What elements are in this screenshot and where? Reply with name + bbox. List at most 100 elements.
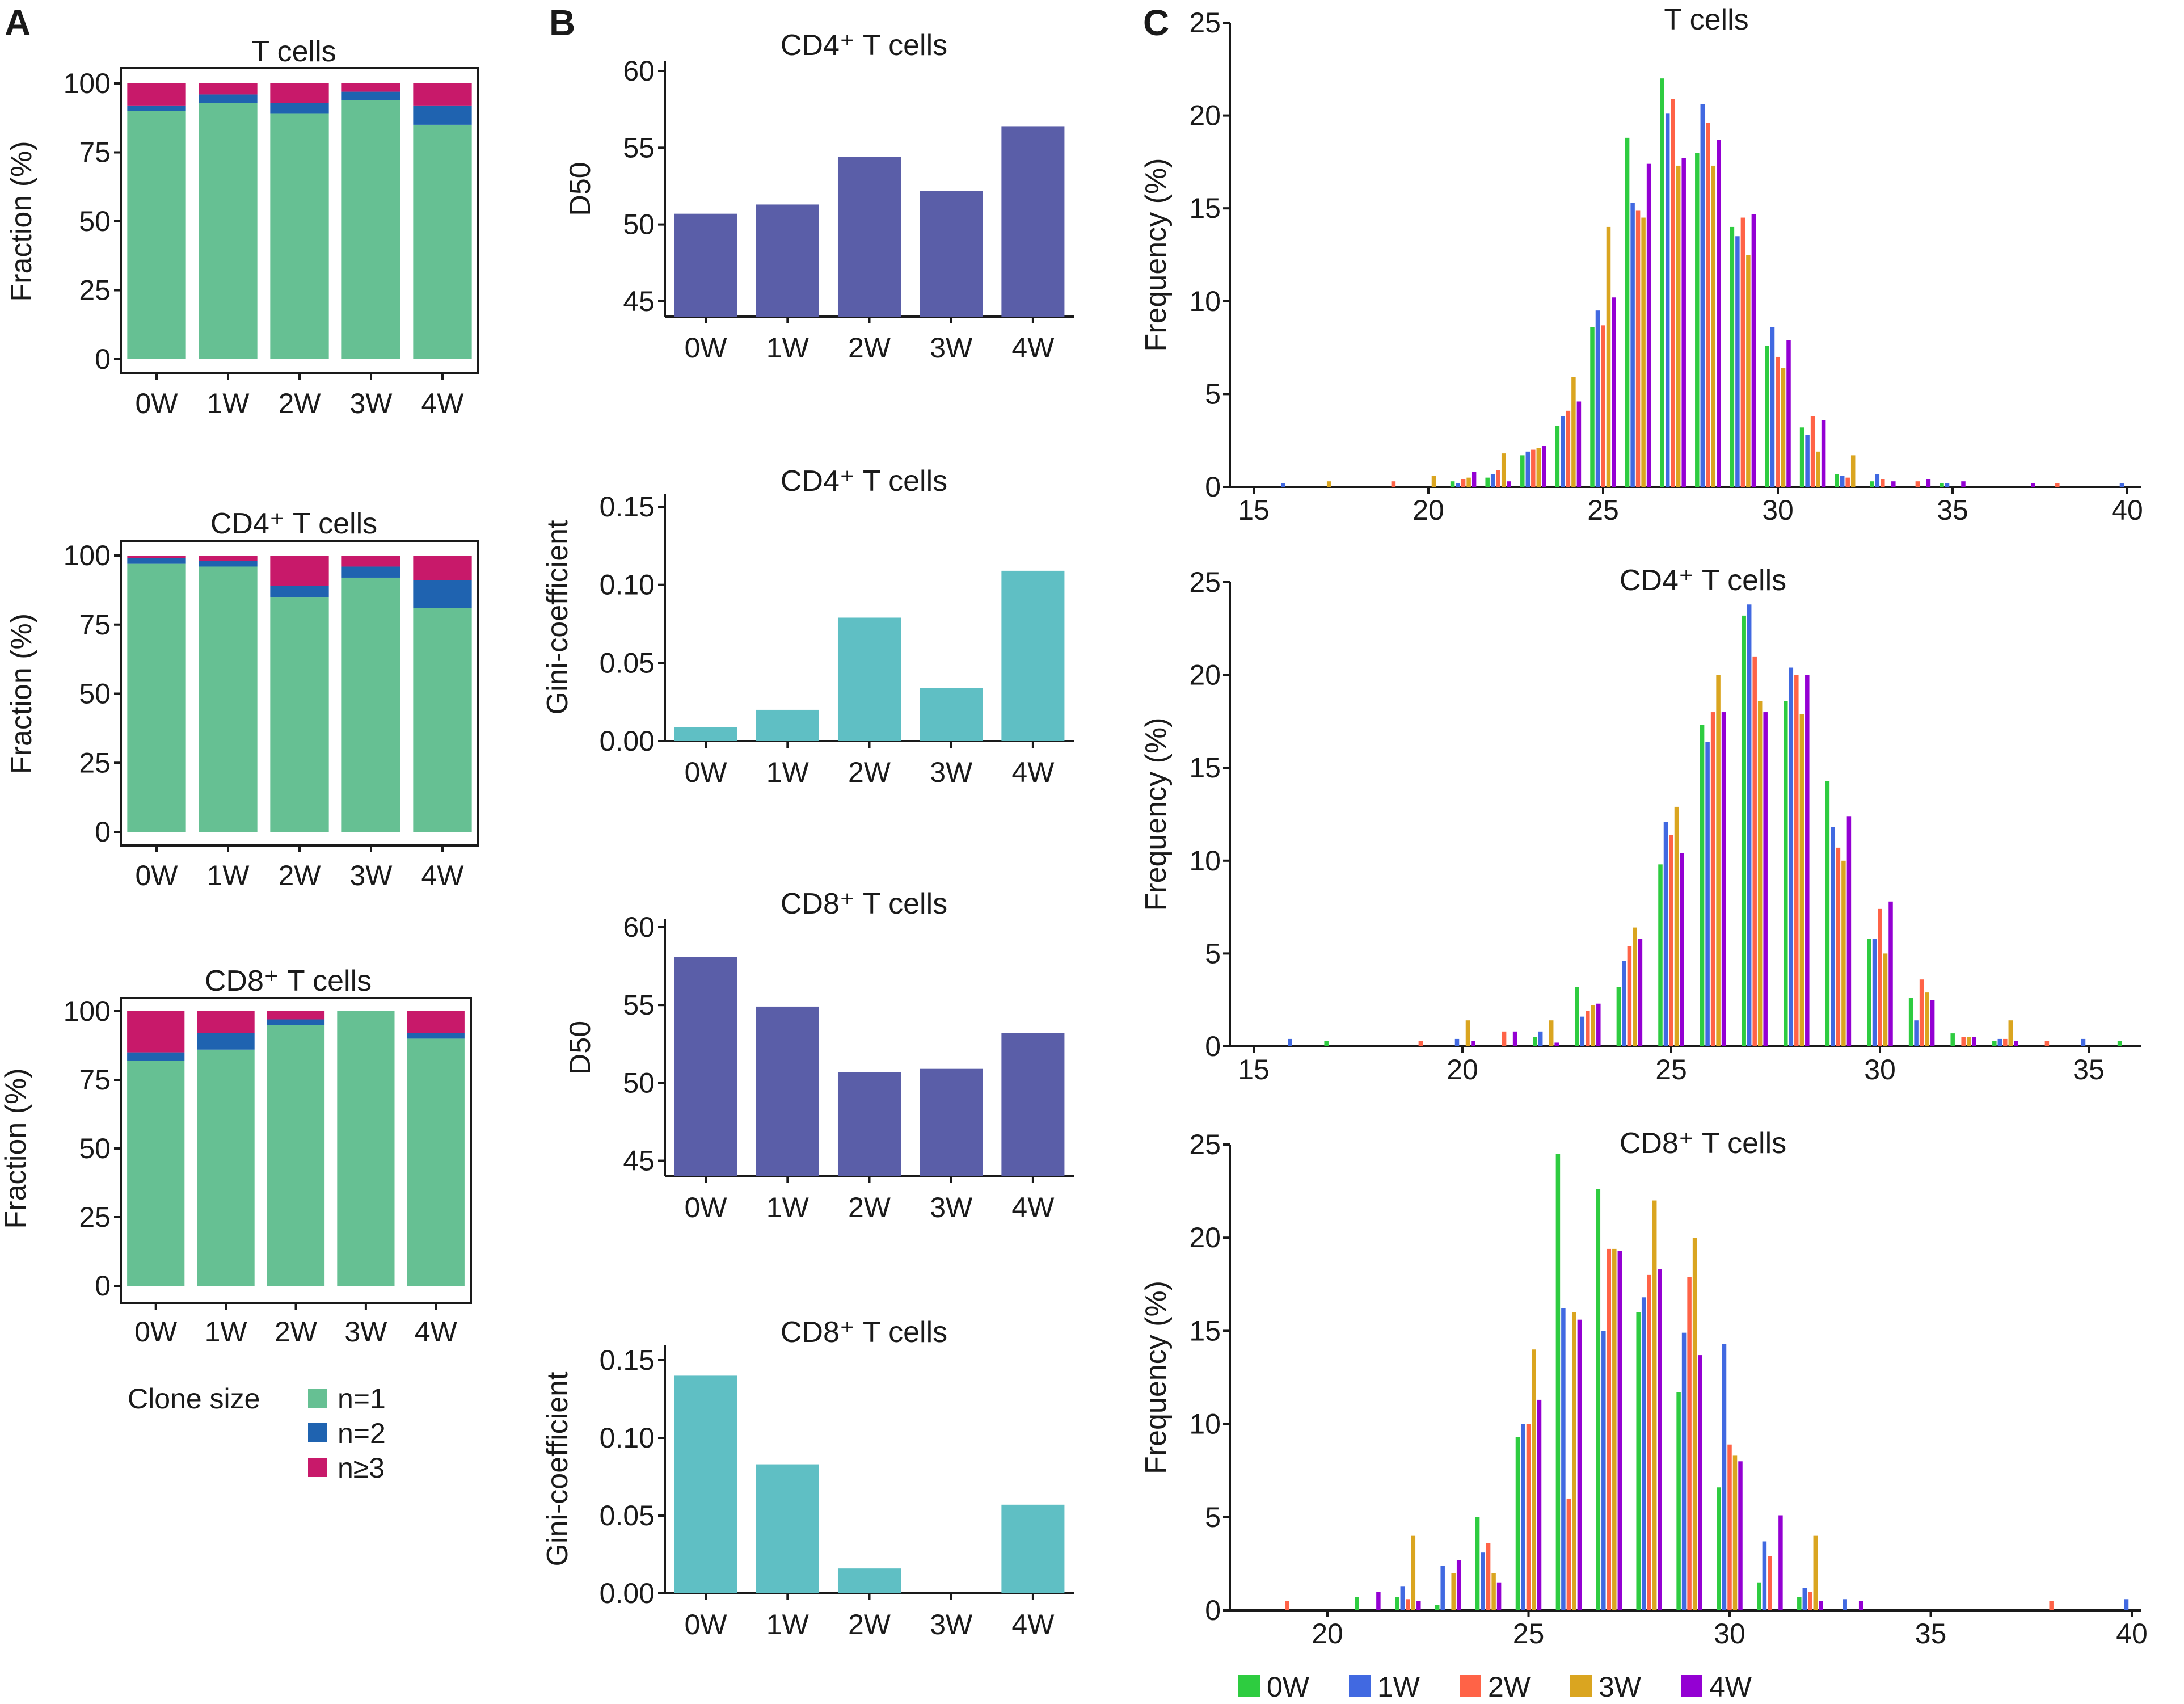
legend-label-n3: n≥3 <box>338 1452 385 1484</box>
y-tick-label: 15 <box>1189 752 1221 784</box>
hist-bar-0w-len30 <box>1717 1487 1721 1610</box>
stacked-bar-4w-n2 <box>413 105 472 125</box>
hist-bar-2w-len23 <box>1531 449 1536 487</box>
hist-bar-1w-len23 <box>1580 1016 1585 1046</box>
hist-bar-0w-len22 <box>1533 1037 1537 1046</box>
hist-bar-2w-len24 <box>1486 1543 1491 1610</box>
y-tick-label: 0 <box>95 1270 111 1302</box>
x-tick-label: 15 <box>1238 494 1270 526</box>
hist-bar-4w-len21 <box>1472 472 1477 487</box>
hist-bar-0w-len24 <box>1475 1517 1480 1610</box>
stacked-bar-0w-nge3 <box>127 556 186 558</box>
x-tick-label: 4W <box>1011 332 1055 364</box>
hist-bar-0w-len26 <box>1555 1154 1561 1610</box>
hist-bar-1w-len16 <box>1288 1038 1292 1046</box>
x-tick-label: 0W <box>136 388 179 419</box>
x-tick-label: 4W <box>421 388 465 419</box>
hist-bar-2w-len30 <box>1878 908 1882 1046</box>
x-tick-label: 0W <box>685 1192 728 1223</box>
bar-0w <box>674 957 737 1176</box>
hist-bar-1w-len30 <box>1872 939 1877 1046</box>
hist-bar-0w-len29 <box>1730 226 1735 487</box>
week-legend: 0W 1W 2W 3W 4W <box>1238 1671 1752 1703</box>
y-tick-label: 5 <box>1205 378 1221 410</box>
y-tick-label: 20 <box>1189 659 1221 691</box>
y-tick-label: 60 <box>623 911 655 943</box>
hist-bar-2w-len29 <box>1836 847 1841 1046</box>
hist-bar-3w-len32 <box>1966 1037 1971 1046</box>
y-tick-label: 0 <box>95 343 111 375</box>
x-tick-label: 3W <box>930 1192 973 1223</box>
hist-bar-0w-len28 <box>1784 701 1788 1046</box>
y-tick-label: 0.15 <box>600 1344 655 1376</box>
stacked-bar-2w-n2 <box>267 1019 325 1025</box>
stacked-bar-0w-n1 <box>127 111 186 359</box>
hist-bar-1w-len23 <box>1440 1566 1445 1610</box>
hist-bar-1w-len20 <box>1454 1038 1460 1046</box>
y-tick-label: 50 <box>79 205 111 237</box>
hist-bar-1w-len32 <box>1840 476 1845 487</box>
y-tick-label: 20 <box>1189 1222 1221 1253</box>
y-tick-label: 10 <box>1189 285 1221 317</box>
hist-bar-3w-len22 <box>1501 453 1506 487</box>
hist-bar-3w-len29 <box>1841 860 1846 1046</box>
y-tick-label: 45 <box>623 1145 655 1177</box>
hist-bar-1w-len22 <box>1490 474 1495 487</box>
y-tick-label: 75 <box>79 609 111 641</box>
stacked-bar-3w-nge3 <box>341 83 400 92</box>
hist-bar-0w-len28 <box>1636 1312 1641 1610</box>
hist-bar-4w-len24 <box>1638 939 1643 1046</box>
stacked-bar-3w-n2 <box>341 91 400 100</box>
y-tick-label: 0.15 <box>600 491 655 523</box>
hist-bar-4w-len30 <box>1786 340 1791 487</box>
hist-bar-1w-len22 <box>1538 1031 1543 1046</box>
hist-bar-3w-len27 <box>1676 165 1681 487</box>
hist-bar-4w-len23 <box>1456 1560 1461 1610</box>
hist-bar-1w-len33 <box>1843 1599 1847 1610</box>
x-tick-label: 20 <box>1447 1054 1478 1085</box>
hist-bar-4w-len31 <box>1778 1515 1783 1610</box>
hist-bar-3w-len27 <box>1757 701 1763 1046</box>
y-axis-title: Gini-coefficient <box>541 1371 574 1567</box>
hist-bar-4w-len29 <box>1846 816 1852 1046</box>
y-tick-label: 55 <box>623 989 655 1021</box>
hist-bar-3w-len30 <box>1883 953 1888 1046</box>
x-tick-label: 25 <box>1513 1618 1545 1650</box>
hist-bar-2w-len31 <box>1810 416 1815 487</box>
clone-size-legend: Clone size n=1 n=2 n≥3 <box>128 1383 386 1484</box>
histogram-cd4-t-cells: CD4⁺ T cells 0 5 10 15 20 25 Frequency (%) 15 20 2… <box>1140 564 2141 1085</box>
hist-bar-4w-len37 <box>2031 483 2035 487</box>
histogram-t-cells: T cells 0 5 10 15 20 25 Frequency (%) 15 20 25 30 35… <box>1140 3 2143 526</box>
hist-bar-0w-len29 <box>1676 1392 1681 1610</box>
y-tick-label: 50 <box>79 678 111 710</box>
hist-bar-0w-len23 <box>1520 455 1525 487</box>
histogram-cd8-t-cells: CD8⁺ T cells 0 5 10 15 20 25 Frequency (%) 20 25 3… <box>1140 1127 2148 1650</box>
hist-bar-1w-len28 <box>1641 1297 1646 1610</box>
hist-bar-2w-len28 <box>1647 1274 1651 1610</box>
hist-bar-1w-len32 <box>1802 1588 1807 1610</box>
y-tick-label: 75 <box>79 1064 111 1096</box>
hist-bar-3w-len24 <box>1633 927 1637 1046</box>
hist-bar-1w-len25 <box>1663 822 1668 1046</box>
legend-label-1w: 1W <box>1377 1671 1420 1703</box>
chart-title: CD4⁺ T cells <box>1620 564 1786 597</box>
hist-bar-4w-len26 <box>1721 712 1726 1046</box>
hist-bar-1w-len27 <box>1747 604 1752 1046</box>
stacked-bar-2w-nge3 <box>270 556 329 586</box>
stacked-bar-4w-nge3 <box>413 83 472 106</box>
bar-2w <box>837 157 901 317</box>
hist-bar-0w-len32 <box>1835 474 1839 487</box>
hist-bar-1w-len27 <box>1601 1331 1606 1610</box>
stacked-bar-2w-nge3 <box>270 83 329 103</box>
hist-bar-1w-len28 <box>1789 667 1794 1046</box>
hist-bar-3w-len33 <box>2008 1020 2013 1046</box>
hist-bar-2w-len26 <box>1710 712 1715 1046</box>
x-tick-label: 3W <box>930 1609 973 1640</box>
x-tick-label: 30 <box>1864 1054 1896 1085</box>
x-tick-label: 0W <box>134 1316 178 1348</box>
hist-bar-1w-len24 <box>1561 416 1565 487</box>
x-tick-label: 40 <box>2116 1618 2148 1650</box>
hist-bar-1w-len27 <box>1665 113 1670 487</box>
hist-bar-4w-len25 <box>1537 1399 1542 1610</box>
clone-legend-title: Clone size <box>128 1383 260 1415</box>
